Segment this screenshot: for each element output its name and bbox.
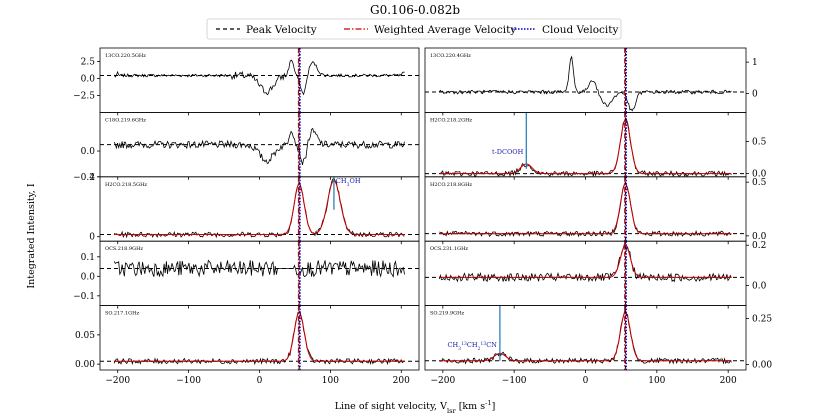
x-tick-label: 0 <box>583 376 589 386</box>
y-tick-label: 0.25 <box>752 314 772 324</box>
fit-line <box>439 182 732 235</box>
panel-plot-area <box>425 112 746 177</box>
x-tick-label: 0 <box>257 376 263 386</box>
fit-line <box>114 180 405 235</box>
panel-frame <box>99 112 420 178</box>
panel: SO.217.1GHz 0.00 0.05 −200 −100 0 100 200 <box>75 305 420 386</box>
panel-plot-area <box>100 259 419 278</box>
spectrum-line <box>439 118 732 177</box>
panel: 13CO.220.4GHz 1 0 <box>424 47 758 116</box>
y-tick-label: −0.2 <box>73 173 95 183</box>
panel-plot-area <box>100 176 419 239</box>
x-tick-label: −200 <box>430 376 455 386</box>
y-tick-label: 4 <box>89 173 95 183</box>
fit-line <box>439 311 732 362</box>
chart-title: G0.106-0.082b <box>370 3 460 17</box>
y-tick-label: 0.1 <box>81 253 95 263</box>
y-tick-label: 0.5 <box>752 137 767 147</box>
panel: H2CO.218.8GHz 0.5 0.0 <box>424 176 767 245</box>
x-tick-label: 100 <box>322 376 339 386</box>
spectrum-line <box>439 55 732 112</box>
panel-plot-area <box>100 310 419 366</box>
y-tick-label: 0.0 <box>752 281 767 291</box>
panel-plot-area <box>425 305 746 365</box>
fit-line <box>439 244 732 278</box>
x-tick-label: 200 <box>720 376 737 386</box>
y-tick-label: 0 <box>89 233 95 243</box>
spectrum-line <box>113 310 405 366</box>
panels: 13CO.220.5GHz 2.5 0.0 −2.5 C18O.219.6GHz 0.0 −… <box>73 47 772 386</box>
panel-plot-area <box>100 127 419 165</box>
y-tick-label: −0.1 <box>73 292 95 302</box>
panel-label: 13CO.220.4GHz <box>430 53 471 59</box>
panel-frame <box>424 176 747 242</box>
y-tick-label: 0.0 <box>752 170 767 180</box>
panel-frame <box>424 112 747 178</box>
y-tick-label: 1 <box>752 58 758 68</box>
y-axis-label: Integrated Intensity, I <box>26 183 37 288</box>
y-tick-label: 0 <box>752 90 758 100</box>
y-tick-label: 0.0 <box>81 272 96 282</box>
panel: OCS.231.1GHz 0.2 0.0 <box>424 240 767 309</box>
x-tick-label: −200 <box>105 376 130 386</box>
panel-plot-area <box>425 181 746 238</box>
panel-plot-area <box>100 59 419 96</box>
legend-label-weighted: Weighted Average Velocity <box>374 24 516 36</box>
y-tick-label: 0.0 <box>752 232 767 242</box>
spectrum-line <box>113 177 405 239</box>
legend-label-cloud: Cloud Velocity <box>542 24 619 36</box>
y-tick-label: 0.0 <box>81 147 96 157</box>
spectrum-line <box>113 259 405 278</box>
y-tick-label: 2.5 <box>81 58 96 68</box>
panel-frame <box>424 47 747 113</box>
y-tick-label: −2.5 <box>73 91 95 101</box>
panel-label: H2CO.218.8GHz <box>430 182 472 188</box>
y-tick-label: 0.00 <box>752 360 772 370</box>
spectrum-line <box>439 181 732 238</box>
panel: OCS.218.9GHz 0.1 0.0 −0.1 <box>73 240 420 309</box>
panel: SO.219.9GHz CH313CH213CN 0.25 0.00 −200 −100 0… <box>424 305 772 386</box>
spectrum-line <box>438 243 732 283</box>
panel-label: H2CO.218.2GHz <box>430 117 472 123</box>
panel-frame <box>99 176 420 242</box>
fit-line <box>439 119 732 175</box>
x-tick-label: −100 <box>502 376 527 386</box>
spectrum-line <box>113 59 405 96</box>
legend-frame <box>206 18 622 40</box>
x-axis-label: Line of sight velocity, Vlsr [km s-1] <box>335 399 496 415</box>
panel-label: OCS.218.9GHz <box>105 246 143 252</box>
panel: H2CO.218.2GHz t-DCOOH 0.5 0.0 <box>424 112 767 180</box>
legend: Peak Velocity Weighted Average Velocity … <box>206 18 622 40</box>
y-tick-label: 0.05 <box>75 331 95 341</box>
annotation-label: t-DCOOH <box>492 148 524 156</box>
y-tick-label: 0.00 <box>75 360 95 370</box>
panel-frame <box>99 47 420 113</box>
panel-label: SO.217.1GHz <box>105 311 139 317</box>
panel-label: 13CO.220.5GHz <box>105 53 146 59</box>
fit-line <box>114 311 405 362</box>
panel-plot-area <box>425 55 746 112</box>
spectrum-line <box>113 127 405 165</box>
panel-label: H2CO.218.5GHz <box>105 182 147 188</box>
y-tick-label: 0.5 <box>752 178 767 188</box>
panel: H2CO.218.5GHz CH3OH 0 4 <box>89 173 420 245</box>
legend-label-peak: Peak Velocity <box>246 24 317 36</box>
spectrum-line <box>439 308 732 365</box>
panel: 13CO.220.5GHz 2.5 0.0 −2.5 <box>73 47 420 116</box>
annotation-label: CH313CH213CN <box>448 341 498 352</box>
panel-label: OCS.231.1GHz <box>430 246 468 252</box>
y-tick-label: 0.0 <box>81 75 96 85</box>
panel-frame <box>424 240 747 306</box>
panel: C18O.219.6GHz 0.0 −0.2 <box>73 112 420 183</box>
x-tick-label: 200 <box>393 376 410 386</box>
panel-plot-area <box>425 243 746 283</box>
x-tick-label: −100 <box>176 376 201 386</box>
panel-label: C18O.219.6GHz <box>105 117 146 123</box>
panel-label: SO.219.9GHz <box>430 311 464 317</box>
x-tick-label: 100 <box>648 376 665 386</box>
annotation-label: CH3OH <box>336 177 361 188</box>
y-tick-label: 0.2 <box>752 241 766 251</box>
